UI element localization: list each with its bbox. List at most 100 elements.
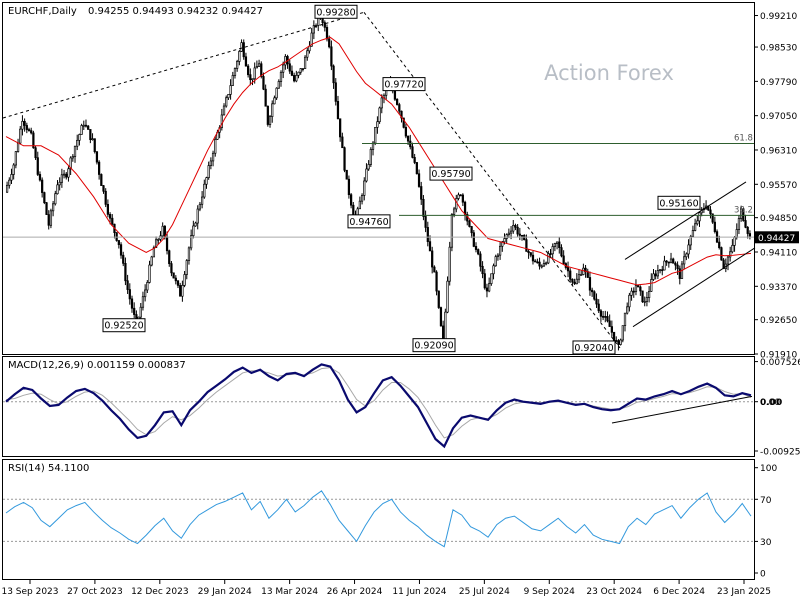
candle-body xyxy=(308,45,311,52)
candle-body xyxy=(643,301,646,303)
candle-body xyxy=(518,233,521,236)
candle-body xyxy=(606,316,609,322)
candle-body xyxy=(198,203,202,210)
candle-body xyxy=(30,130,33,134)
candle-body xyxy=(593,291,596,300)
candle-body xyxy=(571,278,574,283)
candle-body xyxy=(726,256,730,265)
x-tick-label: 23 Jan 2025 xyxy=(717,587,771,597)
moving-average-line xyxy=(5,36,752,286)
candle-body xyxy=(299,68,302,73)
candle-body xyxy=(341,136,344,149)
price-callout-box xyxy=(347,214,391,229)
x-tick-label: 6 Dec 2024 xyxy=(653,587,705,597)
candle-body xyxy=(238,51,241,62)
candle-body xyxy=(748,233,752,237)
candle-body xyxy=(181,285,184,297)
rsi-pane xyxy=(2,459,755,580)
candle-body xyxy=(62,173,66,176)
candle-body xyxy=(737,218,741,230)
candle-body xyxy=(599,310,603,317)
candle-body xyxy=(601,315,605,318)
candle-body xyxy=(540,265,543,268)
candle-body xyxy=(435,271,438,292)
candle-body xyxy=(503,238,506,243)
candle-body xyxy=(711,213,714,223)
candle-body xyxy=(71,156,74,159)
candle-body xyxy=(233,68,237,76)
candle-body xyxy=(667,261,670,264)
candle-body xyxy=(69,157,72,170)
candle-body xyxy=(293,75,296,82)
price-tick-label: 0.91910 xyxy=(760,351,797,361)
candle-body xyxy=(104,190,107,205)
candle-body xyxy=(483,273,486,289)
candle-body xyxy=(619,339,622,345)
candle-body xyxy=(731,245,734,253)
candle-body xyxy=(73,145,77,157)
candle-body xyxy=(124,263,127,282)
candle-body xyxy=(628,294,631,308)
candle-body xyxy=(32,132,35,149)
candle-body xyxy=(617,340,620,345)
candle-body xyxy=(501,241,504,247)
x-tick-label: 25 Jul 2024 xyxy=(459,587,510,597)
candle-body xyxy=(685,253,688,258)
candle-body xyxy=(652,273,655,280)
macd-tick-label: 0.007526 xyxy=(760,358,800,368)
candle-body xyxy=(573,281,576,285)
candle-body xyxy=(128,289,131,300)
x-tick-label: 11 Jun 2024 xyxy=(392,587,446,597)
candle-body xyxy=(639,286,642,292)
candle-body xyxy=(485,287,489,292)
candle-body xyxy=(176,280,180,286)
candle-body xyxy=(236,61,239,69)
price-callout-box xyxy=(314,4,358,19)
price-tick-label: 0.93370 xyxy=(760,283,797,293)
candle-body xyxy=(696,220,699,225)
candle-body xyxy=(374,127,377,144)
candle-body xyxy=(89,129,92,140)
price-tick-label: 0.95570 xyxy=(760,181,797,191)
candle-body xyxy=(637,285,640,288)
candle-body xyxy=(43,192,46,203)
candle-body xyxy=(165,236,169,252)
candle-body xyxy=(334,82,337,102)
candle-body xyxy=(179,285,182,297)
candle-body xyxy=(339,118,342,138)
macd-current-value: 0.00 xyxy=(760,398,782,408)
candle-body xyxy=(713,221,716,232)
candle-body xyxy=(205,177,208,185)
candle-body xyxy=(545,262,548,265)
rsi-tick-label: 30 xyxy=(760,538,772,548)
candle-body xyxy=(290,70,294,76)
candle-body xyxy=(411,146,414,158)
x-tick-label: 26 Apr 2024 xyxy=(327,587,383,597)
candle-body xyxy=(597,303,600,312)
x-tick-label: 23 Oct 2024 xyxy=(586,587,642,597)
candle-body xyxy=(542,263,546,267)
candle-body xyxy=(229,85,232,95)
candle-body xyxy=(494,256,497,267)
candle-body xyxy=(488,283,491,292)
candle-body xyxy=(415,162,418,175)
candle-body xyxy=(577,274,581,280)
candle-body xyxy=(150,256,153,266)
candle-body xyxy=(174,277,177,282)
candle-body xyxy=(187,247,191,261)
rsi-title: RSI(14) 54.1100 xyxy=(8,463,89,474)
candle-body xyxy=(122,254,125,264)
x-tick-label: 13 Mar 2024 xyxy=(261,587,318,597)
x-tick-label: 12 Dec 2023 xyxy=(131,587,189,597)
candle-body xyxy=(733,237,736,246)
price-callout-label: 0.97720 xyxy=(384,80,423,91)
candle-body xyxy=(275,87,278,99)
candle-body xyxy=(306,50,309,58)
candle-body xyxy=(115,232,118,241)
candle-body xyxy=(220,114,223,128)
candle-body xyxy=(623,312,627,326)
candle-body xyxy=(426,227,429,242)
candle-body xyxy=(422,198,425,217)
candle-body xyxy=(47,214,50,226)
candle-body xyxy=(328,38,331,48)
